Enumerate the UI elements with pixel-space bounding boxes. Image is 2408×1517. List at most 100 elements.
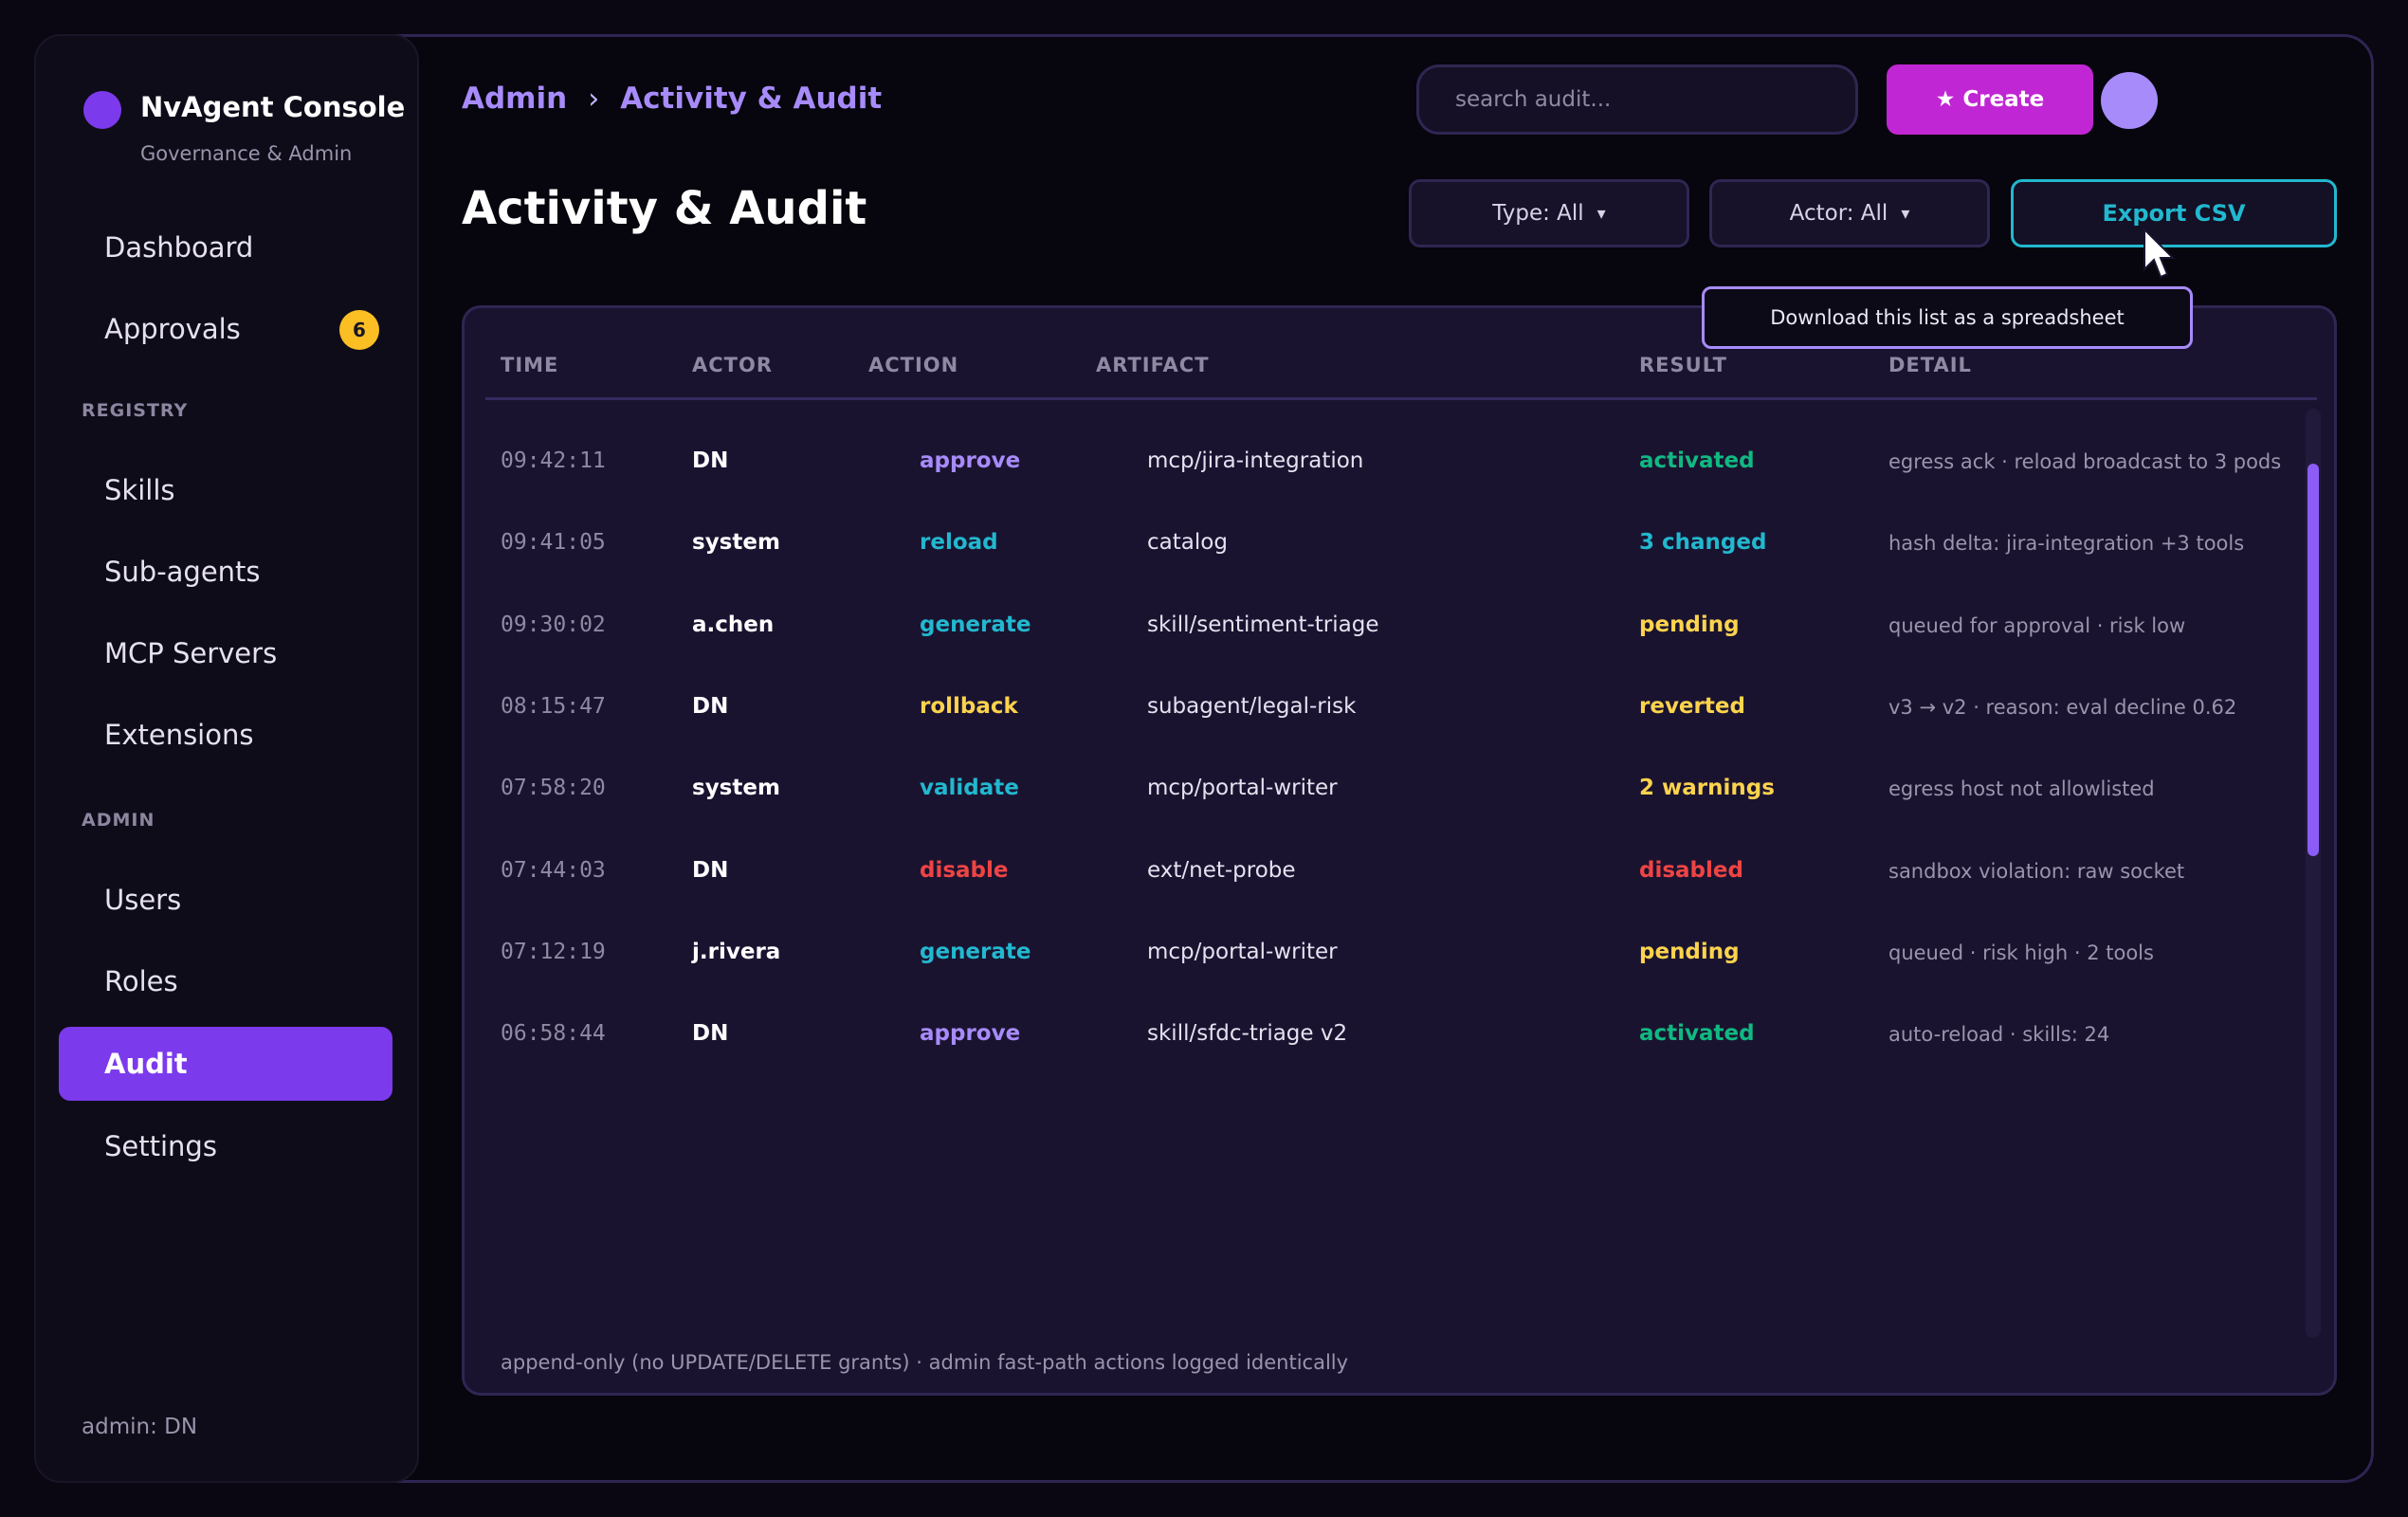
create-button-label: Create xyxy=(1962,87,2045,112)
row-actor: j.rivera xyxy=(692,939,781,964)
star-icon: ★ xyxy=(1935,87,1956,112)
row-time: 07:58:20 xyxy=(501,776,606,801)
row-result: reverted xyxy=(1639,693,1745,719)
row-result: pending xyxy=(1639,939,1740,964)
sidebar-item-label: Extensions xyxy=(104,719,254,751)
row-detail: egress ack · reload broadcast to 3 pods xyxy=(1888,450,2282,473)
row-result: activated xyxy=(1639,1021,1755,1047)
row-artifact: catalog xyxy=(1147,530,1228,556)
table-row[interactable]: 07:12:19 j.rivera generate mcp/portal-write… xyxy=(465,913,2334,995)
create-button[interactable]: ★ Create xyxy=(1887,64,2093,135)
export-csv-label: Export CSV xyxy=(2102,200,2246,227)
export-csv-button[interactable]: Export CSV xyxy=(2011,179,2337,247)
row-result: 3 changed xyxy=(1639,530,1767,556)
row-detail: egress host not allowlisted xyxy=(1888,777,2155,801)
approvals-count-badge: 6 xyxy=(339,310,379,350)
table-row[interactable]: 06:58:44 DN approve skill/sfdc-triage v2 act… xyxy=(465,995,2334,1076)
sidebar-item-extensions[interactable]: Extensions xyxy=(59,698,392,772)
sidebar-item-label: MCP Servers xyxy=(104,637,278,669)
column-header-time[interactable]: TIME xyxy=(501,354,559,376)
row-action: approve xyxy=(920,448,1021,473)
sidebar-item-mcp-servers[interactable]: MCP Servers xyxy=(59,616,392,690)
sidebar-item-label: Roles xyxy=(104,965,178,997)
chevron-down-icon: ▾ xyxy=(1901,203,1910,224)
sidebar-item-settings[interactable]: Settings xyxy=(59,1109,392,1183)
row-time: 07:12:19 xyxy=(501,939,606,964)
row-time: 08:15:47 xyxy=(501,693,606,719)
sidebar-item-approvals[interactable]: Approvals 6 xyxy=(59,292,392,366)
row-time: 09:30:02 xyxy=(501,612,606,637)
type-filter-label: Type: All xyxy=(1492,201,1584,226)
table-row[interactable]: 08:15:47 DN rollback subagent/legal-risk rev… xyxy=(465,667,2334,749)
current-admin-label: admin: DN xyxy=(82,1415,198,1439)
tooltip-text: Download this list as a spreadsheet xyxy=(1770,306,2125,329)
table-row[interactable]: 07:58:20 system validate mcp/portal-writer 2… xyxy=(465,749,2334,831)
sidebar-item-roles[interactable]: Roles xyxy=(59,944,392,1018)
sidebar-item-users[interactable]: Users xyxy=(59,863,392,937)
audit-table-panel: TIME ACTOR ACTION ARTIFACT RESULT DETAIL… xyxy=(462,305,2337,1396)
row-detail: hash delta: jira-integration +3 tools xyxy=(1888,532,2245,556)
column-header-result[interactable]: RESULT xyxy=(1639,354,1727,376)
mouse-pointer-icon xyxy=(2143,228,2175,279)
row-detail: sandbox violation: raw socket xyxy=(1888,859,2185,883)
sidebar-item-sub-agents[interactable]: Sub-agents xyxy=(59,535,392,609)
row-action: rollback xyxy=(920,693,1018,719)
sidebar: NvAgent Console Governance & Admin Dashb… xyxy=(34,34,419,1483)
row-time: 06:58:44 xyxy=(501,1021,606,1047)
app-subtitle: Governance & Admin xyxy=(140,142,353,165)
column-header-detail[interactable]: DETAIL xyxy=(1888,354,1972,376)
row-actor: DN xyxy=(692,693,729,719)
row-action: validate xyxy=(920,776,1019,801)
type-filter-dropdown[interactable]: Type: All ▾ xyxy=(1409,179,1689,247)
row-artifact: mcp/portal-writer xyxy=(1147,776,1338,801)
breadcrumb-admin-link[interactable]: Admin xyxy=(462,82,568,116)
table-scrollbar[interactable] xyxy=(2306,409,2321,1338)
breadcrumb-separator: › xyxy=(588,82,600,116)
row-result: disabled xyxy=(1639,857,1743,883)
row-action: approve xyxy=(920,1021,1021,1047)
row-result: activated xyxy=(1639,448,1755,473)
row-actor: DN xyxy=(692,1021,729,1047)
table-row[interactable]: 09:41:05 system reload catalog 3 changed hash… xyxy=(465,503,2334,585)
audit-footnote: append-only (no UPDATE/DELETE grants) · … xyxy=(501,1351,1349,1374)
row-artifact: mcp/jira-integration xyxy=(1147,448,1364,473)
table-row[interactable]: 09:30:02 a.chen generate skill/sentiment-tr… xyxy=(465,586,2334,667)
sidebar-item-label: Sub-agents xyxy=(104,556,261,588)
row-action: reload xyxy=(920,530,998,556)
sidebar-item-dashboard[interactable]: Dashboard xyxy=(59,210,392,284)
row-detail: v3 → v2 · reason: eval decline 0.62 xyxy=(1888,695,2237,719)
page-title: Activity & Audit xyxy=(462,182,867,235)
row-detail: auto-reload · skills: 24 xyxy=(1888,1023,2110,1047)
column-header-artifact[interactable]: ARTIFACT xyxy=(1096,354,1210,376)
section-label-admin: ADMIN xyxy=(82,810,155,831)
row-result: pending xyxy=(1639,612,1740,637)
sidebar-item-skills[interactable]: Skills xyxy=(59,453,392,527)
sidebar-item-label: Audit xyxy=(104,1048,188,1080)
column-header-action[interactable]: ACTION xyxy=(868,354,959,376)
row-time: 09:41:05 xyxy=(501,530,606,556)
actor-filter-label: Actor: All xyxy=(1789,201,1888,226)
breadcrumb: Admin › Activity & Audit xyxy=(462,82,882,116)
sidebar-item-label: Dashboard xyxy=(104,231,254,264)
table-row[interactable]: 09:42:11 DN approve mcp/jira-integration act… xyxy=(465,422,2334,503)
actor-filter-dropdown[interactable]: Actor: All ▾ xyxy=(1709,179,1990,247)
app-title: NvAgent Console xyxy=(140,91,406,123)
scrollbar-thumb[interactable] xyxy=(2308,464,2319,856)
row-time: 09:42:11 xyxy=(501,448,606,473)
search-input[interactable] xyxy=(1416,64,1858,135)
row-artifact: skill/sfdc-triage v2 xyxy=(1147,1021,1348,1047)
export-tooltip: Download this list as a spreadsheet xyxy=(1702,286,2193,349)
chevron-down-icon: ▾ xyxy=(1596,203,1606,224)
brand-logo-icon xyxy=(83,91,121,129)
sidebar-item-audit[interactable]: Audit xyxy=(59,1027,392,1101)
avatar[interactable] xyxy=(2101,72,2158,129)
table-row[interactable]: 07:44:03 DN disable ext/net-probe disabled sa… xyxy=(465,832,2334,913)
column-header-actor[interactable]: ACTOR xyxy=(692,354,774,376)
row-action: generate xyxy=(920,612,1031,637)
sidebar-item-label: Skills xyxy=(104,474,175,506)
row-action: disable xyxy=(920,857,1009,883)
row-detail: queued · risk high · 2 tools xyxy=(1888,941,2154,964)
row-action: generate xyxy=(920,939,1031,964)
header-divider xyxy=(485,397,2317,400)
row-actor: a.chen xyxy=(692,612,775,637)
